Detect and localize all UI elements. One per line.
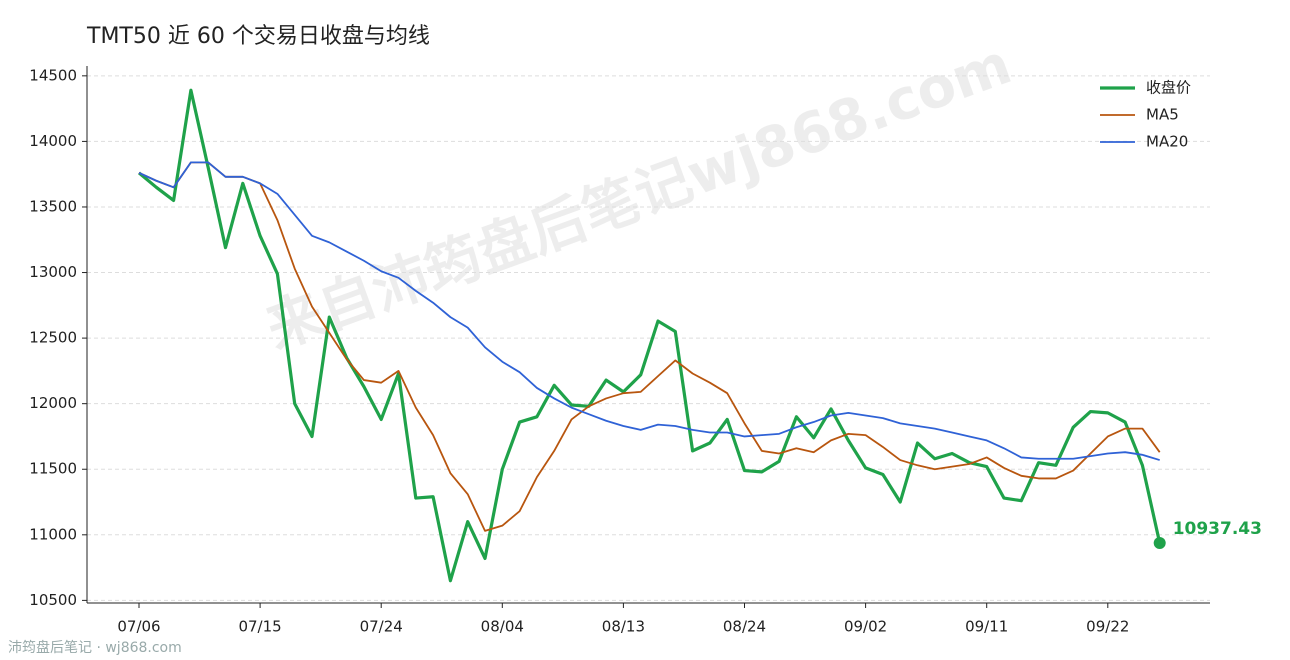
legend-label: 收盘价 — [1146, 79, 1191, 97]
x-tick-label: 09/11 — [965, 618, 1008, 636]
last-value-label: 10937.43 — [1173, 519, 1262, 539]
x-tick-label: 08/04 — [481, 618, 524, 636]
legend-label: MA5 — [1146, 106, 1179, 124]
series-line — [137, 88, 1162, 583]
y-tick-label: 12500 — [29, 329, 77, 347]
x-tick-label: 07/06 — [117, 618, 160, 636]
watermark: 来自沛筠盘后笔记wj868.com — [258, 32, 1020, 362]
x-tick-label: 08/24 — [723, 618, 766, 636]
legend-label: MA20 — [1146, 133, 1188, 151]
y-tick-label: 11500 — [29, 460, 77, 478]
y-tick-label: 13500 — [29, 197, 77, 215]
x-tick-label: 09/22 — [1086, 618, 1129, 636]
footer: 沛筠盘后笔记 · wj868.com — [8, 639, 182, 656]
y-tick-label: 12000 — [29, 394, 77, 412]
x-tick-label: 08/13 — [602, 618, 645, 636]
y-tick-label: 14500 — [29, 66, 77, 84]
y-tick-label: 11000 — [29, 525, 77, 543]
series-line — [138, 161, 1161, 532]
x-tick-label: 07/15 — [238, 618, 281, 636]
last-point — [1153, 537, 1166, 550]
series-line — [138, 161, 1160, 461]
y-tick-label: 14000 — [29, 132, 77, 150]
y-tick-label: 13000 — [29, 263, 77, 281]
x-tick-label: 07/24 — [360, 618, 403, 636]
x-tick-label: 09/02 — [844, 618, 887, 636]
chart-title: TMT50 近 60 个交易日收盘与均线 — [86, 24, 430, 49]
y-tick-label: 10500 — [29, 591, 77, 609]
